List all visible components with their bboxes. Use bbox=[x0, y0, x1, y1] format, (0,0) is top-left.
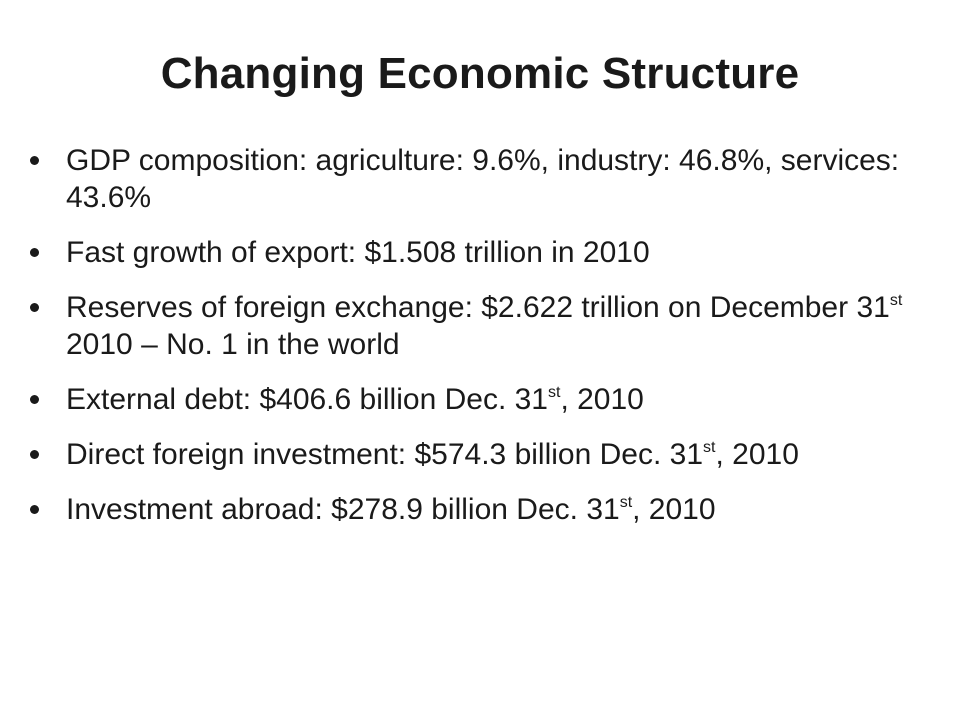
bullet-text-part: Investment abroad: $278.9 billion Dec. 3… bbox=[66, 493, 620, 526]
bullet-text: Reserves of foreign exchange: $2.622 tri… bbox=[66, 291, 902, 361]
bullet-text-part: GDP composition: agriculture: 9.6%, indu… bbox=[66, 144, 900, 214]
superscript-ordinal: st bbox=[889, 292, 903, 309]
bullet-text: Investment abroad: $278.9 billion Dec. 3… bbox=[66, 493, 716, 526]
bullet-item: GDP composition: agriculture: 9.6%, indu… bbox=[30, 142, 930, 216]
bullet-text-part: External debt: $406.6 billion Dec. 31 bbox=[66, 383, 548, 416]
bullet-item: Investment abroad: $278.9 billion Dec. 3… bbox=[30, 491, 930, 528]
bullet-text-part: , 2010 bbox=[560, 383, 644, 416]
bullet-item: Reserves of foreign exchange: $2.622 tri… bbox=[30, 289, 930, 363]
bullet-item: Fast growth of export: $1.508 trillion i… bbox=[30, 234, 930, 271]
bullet-text: External debt: $406.6 billion Dec. 31st,… bbox=[66, 383, 644, 416]
bullet-dot-icon bbox=[30, 395, 39, 404]
bullet-text-part: Direct foreign investment: $574.3 billio… bbox=[66, 438, 704, 471]
bullet-list: GDP composition: agriculture: 9.6%, indu… bbox=[30, 142, 930, 546]
superscript-ordinal: st bbox=[703, 439, 716, 456]
bullet-text-part: , 2010 bbox=[715, 438, 799, 471]
bullet-text-part: 2010 – No. 1 in the world bbox=[66, 328, 400, 361]
superscript-ordinal: st bbox=[547, 384, 561, 401]
bullet-text: Fast growth of export: $1.508 trillion i… bbox=[66, 236, 650, 269]
bullet-text: GDP composition: agriculture: 9.6%, indu… bbox=[66, 144, 899, 214]
bullet-text: Direct foreign investment: $574.3 billio… bbox=[66, 438, 799, 471]
slide-title: Changing Economic Structure bbox=[160, 49, 800, 98]
bullet-dot-icon bbox=[30, 450, 39, 459]
bullet-dot-icon bbox=[30, 303, 39, 312]
bullet-item: External debt: $406.6 billion Dec. 31st,… bbox=[30, 381, 930, 418]
bullet-dot-icon bbox=[30, 156, 39, 165]
bullet-dot-icon bbox=[30, 505, 39, 514]
bullet-dot-icon bbox=[30, 248, 39, 257]
bullet-text-part: Reserves of foreign exchange: $2.622 tri… bbox=[66, 291, 890, 324]
superscript-ordinal: st bbox=[619, 494, 633, 511]
bullet-text-part: Fast growth of export: $1.508 trillion i… bbox=[66, 236, 650, 269]
bullet-item: Direct foreign investment: $574.3 billio… bbox=[30, 436, 930, 473]
bullet-text-part: , 2010 bbox=[632, 493, 716, 526]
